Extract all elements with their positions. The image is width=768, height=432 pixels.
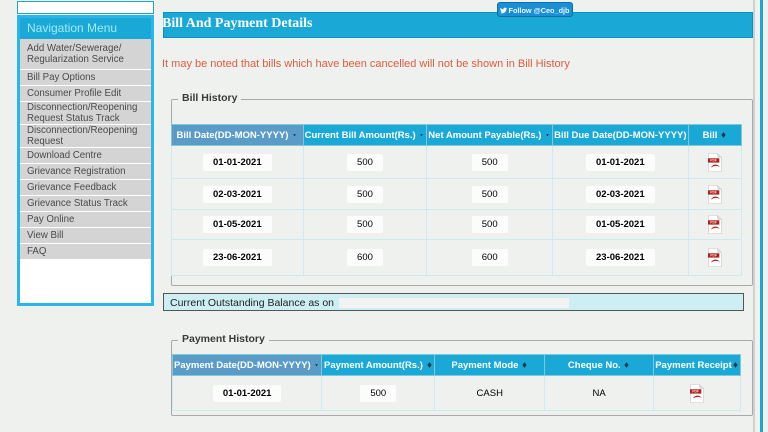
svg-text:PDF: PDF bbox=[710, 254, 717, 258]
svg-text:PDF: PDF bbox=[710, 221, 717, 225]
svg-text:PDF: PDF bbox=[692, 389, 699, 393]
svg-text:PDF: PDF bbox=[710, 158, 717, 162]
svg-text:PDF: PDF bbox=[710, 190, 717, 194]
